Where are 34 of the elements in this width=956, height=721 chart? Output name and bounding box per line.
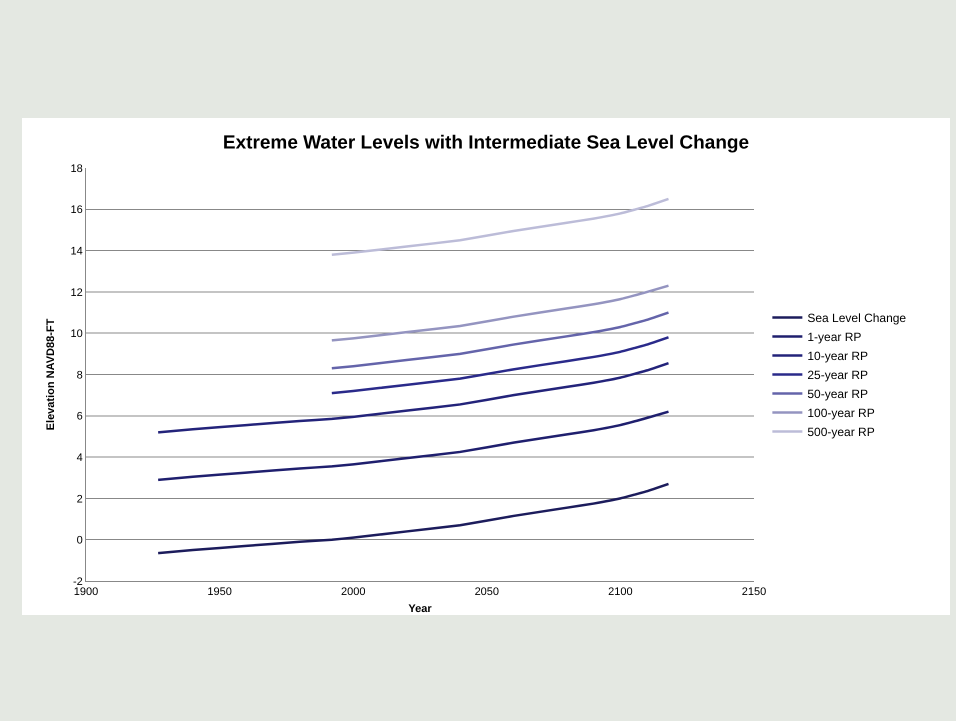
chart-title: Extreme Water Levels with Intermediate Sea Level Change: [222, 132, 750, 154]
legend-label: 100-year RP: [807, 406, 875, 420]
y-tick-label: 2: [76, 493, 83, 506]
y-tick-label: 16: [70, 204, 83, 216]
legend-label: 1-year RP: [807, 330, 862, 344]
legend-label: Sea Level Change: [807, 311, 906, 326]
y-tick-label: 14: [70, 245, 83, 258]
y-tick-label: 4: [76, 452, 83, 464]
line-series: [330, 311, 670, 370]
legend-label: 500-year RP: [807, 425, 875, 440]
y-axis-title: Elevation NAVD88-FT: [45, 318, 57, 430]
y-tick-label: 6: [76, 410, 83, 423]
x-tick-label: 2050: [474, 586, 500, 598]
y-tick-label: -2: [73, 576, 83, 588]
line-series: [156, 410, 670, 482]
legend-label: 50-year RP: [807, 387, 868, 402]
legend-label: 25-year RP: [807, 368, 868, 382]
x-axis-title: Year: [408, 603, 432, 615]
line-series: [330, 284, 670, 342]
line-series: [156, 362, 670, 434]
y-tick-label: 10: [70, 328, 83, 340]
line-series: [156, 482, 670, 554]
line-series: [330, 198, 670, 256]
y-tick-label: 8: [76, 369, 83, 382]
x-tick-label: 1950: [207, 586, 232, 598]
x-tick-label: 2150: [742, 586, 766, 598]
y-tick-label: 0: [76, 534, 83, 547]
x-tick-label: 1900: [74, 586, 98, 598]
x-tick-label: 2100: [608, 586, 633, 598]
y-tick-label: 12: [70, 286, 83, 299]
x-tick-label: 2000: [340, 586, 366, 598]
y-tick-label: 18: [70, 162, 83, 175]
legend-label: 10-year RP: [807, 349, 868, 364]
line-series: [330, 336, 670, 394]
